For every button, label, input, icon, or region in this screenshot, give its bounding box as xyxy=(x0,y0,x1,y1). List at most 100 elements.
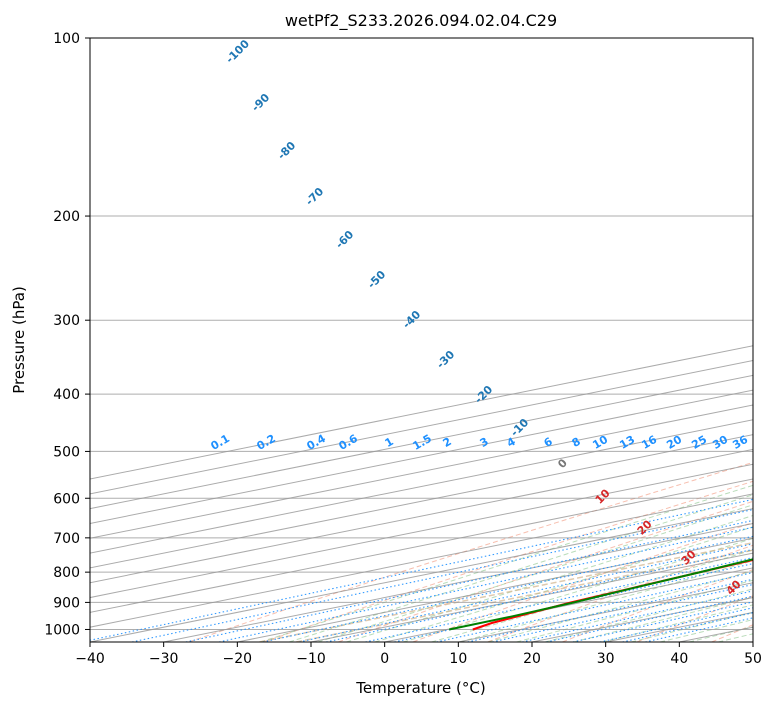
mixing-ratio-label: 6 xyxy=(542,435,555,450)
y-tick-label: 700 xyxy=(53,531,80,547)
y-tick-label: 900 xyxy=(53,595,80,611)
mixing-ratio-label: 30 xyxy=(710,433,730,452)
dry-adiabat-line xyxy=(487,544,753,642)
x-tick-label: −20 xyxy=(223,651,253,667)
isotherm-line xyxy=(90,404,753,539)
y-tick-label: 100 xyxy=(53,31,80,47)
moist-adiabat-line xyxy=(544,588,753,642)
moist-adiabat-line xyxy=(346,514,753,642)
x-tick-label: −30 xyxy=(149,651,179,667)
dry-adiabat-label: -80 xyxy=(275,139,298,162)
dry-adiabat-line xyxy=(188,461,753,642)
moist-adiabat-label: 40 xyxy=(724,577,744,597)
dry-adiabat-line xyxy=(636,595,753,642)
background-lines xyxy=(90,38,753,642)
moist-adiabat-line xyxy=(288,494,753,642)
mixing-ratio-line xyxy=(622,612,753,642)
isotherm-line xyxy=(90,478,753,613)
isotherm-line xyxy=(90,345,753,480)
dry-adiabat-label: -60 xyxy=(333,228,356,251)
mixing-ratio-line xyxy=(262,535,753,642)
x-tick-label: 50 xyxy=(744,651,762,667)
x-tick-label: 30 xyxy=(597,651,615,667)
chart-title: wetPf2_S233.2026.094.02.04.C29 xyxy=(285,11,557,31)
moist-adiabat-label: 10 xyxy=(593,486,613,506)
x-tick-label: −40 xyxy=(75,651,105,667)
x-tick-label: −10 xyxy=(296,651,326,667)
isotherm-line xyxy=(90,389,753,524)
isotherm-line xyxy=(90,448,753,584)
isotherm-line xyxy=(237,537,753,642)
dry-adiabat-label: -30 xyxy=(434,348,457,371)
moist-adiabat-line xyxy=(402,537,753,642)
x-tick-label: 10 xyxy=(449,651,467,667)
mixing-ratio-line xyxy=(572,601,753,642)
mixing-ratio-label: 13 xyxy=(617,433,637,452)
mixing-ratio-label: 3 xyxy=(478,435,491,450)
isotherm-line xyxy=(90,508,753,642)
isotherm-line xyxy=(90,374,753,510)
y-tick-label: 1000 xyxy=(44,622,80,638)
dry-adiabat-label: -40 xyxy=(400,308,423,331)
y-axis-label: Pressure (hPa) xyxy=(10,286,28,394)
mixing-ratio-line xyxy=(218,526,753,642)
y-tick-label: 300 xyxy=(53,313,80,329)
isotherm-line xyxy=(90,463,753,599)
moist-adiabat-line xyxy=(431,549,753,642)
dry-adiabat-line xyxy=(711,624,753,642)
mixing-ratio-line xyxy=(436,571,753,642)
y-tick-label: 800 xyxy=(53,565,80,581)
mixing-ratio-line xyxy=(185,519,753,642)
x-axis-label: Temperature (°C) xyxy=(355,679,485,697)
isotherm-line xyxy=(531,597,753,642)
dendritic-zone-line xyxy=(259,541,753,642)
mixing-ratio-line xyxy=(90,498,753,641)
dry-adiabat-line xyxy=(263,480,753,642)
dry-adiabat-line xyxy=(412,522,753,642)
y-axis-ticks: 100 200 300 400 500 600 700 800 900 1000 xyxy=(44,31,90,638)
dry-adiabat-label: -90 xyxy=(249,91,272,114)
plot-frame xyxy=(89,37,754,643)
moist-adiabat-line xyxy=(374,526,753,642)
isotherm-line xyxy=(90,434,753,569)
dendritic-zone-line xyxy=(296,549,753,642)
mixing-ratio-line xyxy=(299,543,753,642)
moist-adiabat-line xyxy=(317,504,753,642)
x-tick-label: 40 xyxy=(670,651,688,667)
dry-adiabat-line xyxy=(562,569,753,642)
mixing-ratio-label: 16 xyxy=(639,433,659,452)
moist-adiabat-line xyxy=(260,484,753,642)
y-tick-label: 500 xyxy=(53,444,80,460)
mixing-ratio-line xyxy=(645,617,753,642)
y-tick-label: 200 xyxy=(53,209,80,225)
isotherm-line xyxy=(90,419,753,554)
mixing-ratio-label: 0.2 xyxy=(255,432,278,453)
dry-adiabat-label: -70 xyxy=(303,185,326,208)
profile-lines xyxy=(448,558,753,631)
mixing-ratio-label: 25 xyxy=(689,433,709,452)
y-tick-label: 400 xyxy=(53,387,80,403)
isotherm-line xyxy=(163,522,753,642)
mixing-ratio-line xyxy=(546,595,753,642)
mixing-ratio-line xyxy=(131,508,753,642)
x-tick-label: 20 xyxy=(523,651,541,667)
mixing-ratio-label: 1.5 xyxy=(411,432,434,453)
y-tick-label: 600 xyxy=(53,491,80,507)
moist-adiabat-line xyxy=(688,626,753,642)
isotherm-line xyxy=(90,360,753,495)
mixing-ratio-label: 8 xyxy=(570,435,583,450)
moist-adiabat-line xyxy=(487,570,753,642)
isotherm-line xyxy=(679,626,753,642)
isotherm-line xyxy=(752,641,753,642)
isotherm-line xyxy=(90,493,753,628)
mixing-ratio-label: 0.6 xyxy=(337,432,361,453)
dry-adiabat-label: -20 xyxy=(472,383,495,406)
moist-adiabat-line xyxy=(459,560,753,642)
dewpoint-profile-line xyxy=(448,558,753,631)
mixing-ratio-label: 2 xyxy=(441,435,454,450)
mixing-ratio-label: 0.1 xyxy=(209,432,232,453)
isotherm-line xyxy=(384,567,753,642)
mixing-ratio-line xyxy=(599,607,753,642)
overlay-labels: -100-90-80-70-60-50-40-30-20-100.1 0.2 0.4… xyxy=(209,37,751,598)
